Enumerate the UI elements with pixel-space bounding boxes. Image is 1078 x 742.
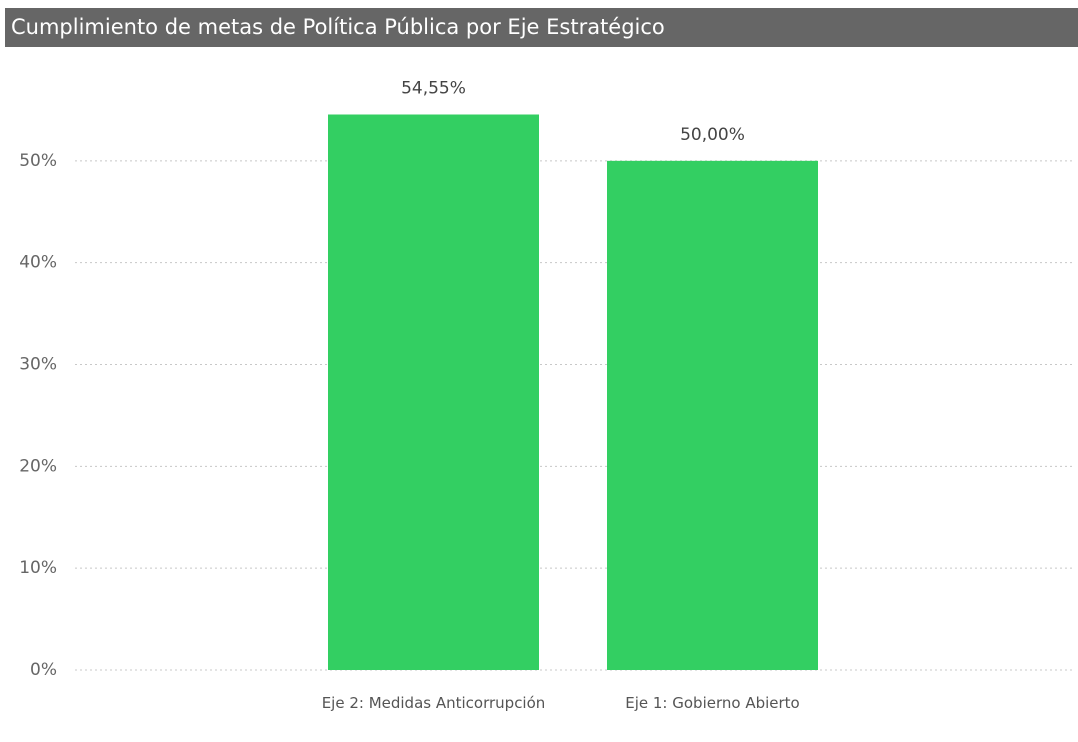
y-tick-label: 40% [19,253,57,273]
bar [328,114,539,671]
y-tick-label: 50% [19,151,57,171]
y-tick-label: 10% [19,558,57,578]
x-tick-label: Eje 2: Medidas Anticorrupción [321,694,546,712]
y-tick-label: 0% [30,660,57,680]
x-tick-label: Eje 1: Gobierno Abierto [625,694,800,712]
value-label: 50,00% [680,125,745,145]
y-tick-label: 30% [19,355,57,375]
y-tick-label: 20% [19,456,57,476]
chart-title: Cumplimiento de metas de Política Públic… [5,8,1078,47]
value-label: 54,55% [401,78,466,98]
bar [607,160,818,671]
